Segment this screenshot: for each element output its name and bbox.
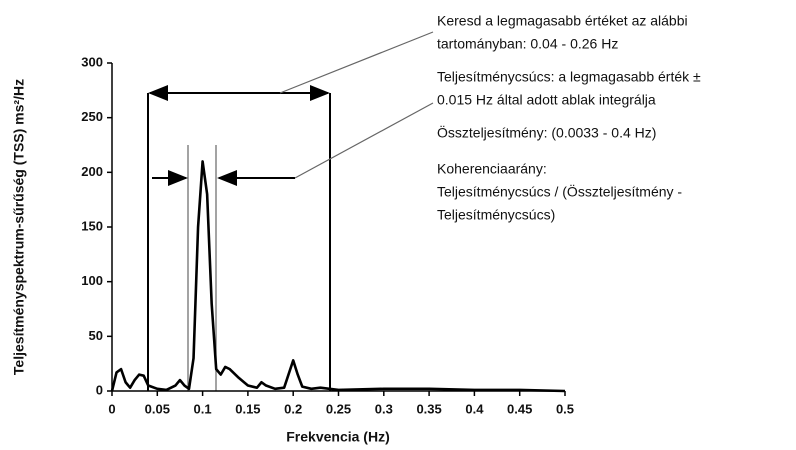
annotation: tartományban: 0.04 - 0.26 Hz [437, 36, 618, 52]
annotation-shapes [147, 31, 434, 391]
y-tick-label: 300 [81, 54, 103, 69]
pointer-line [294, 102, 434, 179]
annotation: 0.015 Hz által adott ablak integrálja [437, 92, 656, 108]
annotation: Teljesítménycsúcs: a legmagasabb érték ± [437, 69, 701, 85]
x-tick-label: 0.35 [416, 401, 441, 416]
y-tick-label: 100 [81, 273, 103, 288]
annotation: Teljesítménycsúcs) [437, 207, 555, 223]
y-tick-label: 0 [96, 382, 103, 397]
x-tick-label: 0.5 [556, 401, 574, 416]
y-tick-label: 200 [81, 164, 103, 179]
x-tick-label: 0.2 [284, 401, 302, 416]
x-axis-label: Frekvencia (Hz) [286, 429, 389, 445]
annotation: Összteljesítmény: (0.0033 - 0.4 Hz) [437, 124, 656, 141]
x-tick-label: 0 [108, 401, 115, 416]
annotation: Teljesítménycsúcs / (Összteljesítmény - [437, 183, 682, 200]
x-tick-label: 0.45 [507, 401, 532, 416]
pointer-line [279, 31, 434, 94]
y-axis-label: Teljesítményspektrum-sűrűség (TSS) ms²/H… [11, 79, 27, 375]
annotation: Keresd a legmagasabb értéket az alábbi [437, 13, 688, 29]
x-tick-label: 0.15 [235, 401, 260, 416]
annotation: Koherenciaarány: [437, 161, 547, 177]
y-tick-label: 50 [89, 328, 103, 343]
y-tick-label: 150 [81, 218, 103, 233]
x-tick-label: 0.3 [375, 401, 393, 416]
x-tick-label: 0.4 [465, 401, 484, 416]
x-tick-label: 0.1 [194, 401, 212, 416]
line-series [110, 160, 566, 393]
x-tick-label: 0.05 [145, 401, 170, 416]
y-tick-label: 250 [81, 109, 103, 124]
x-tick-label: 0.25 [326, 401, 351, 416]
